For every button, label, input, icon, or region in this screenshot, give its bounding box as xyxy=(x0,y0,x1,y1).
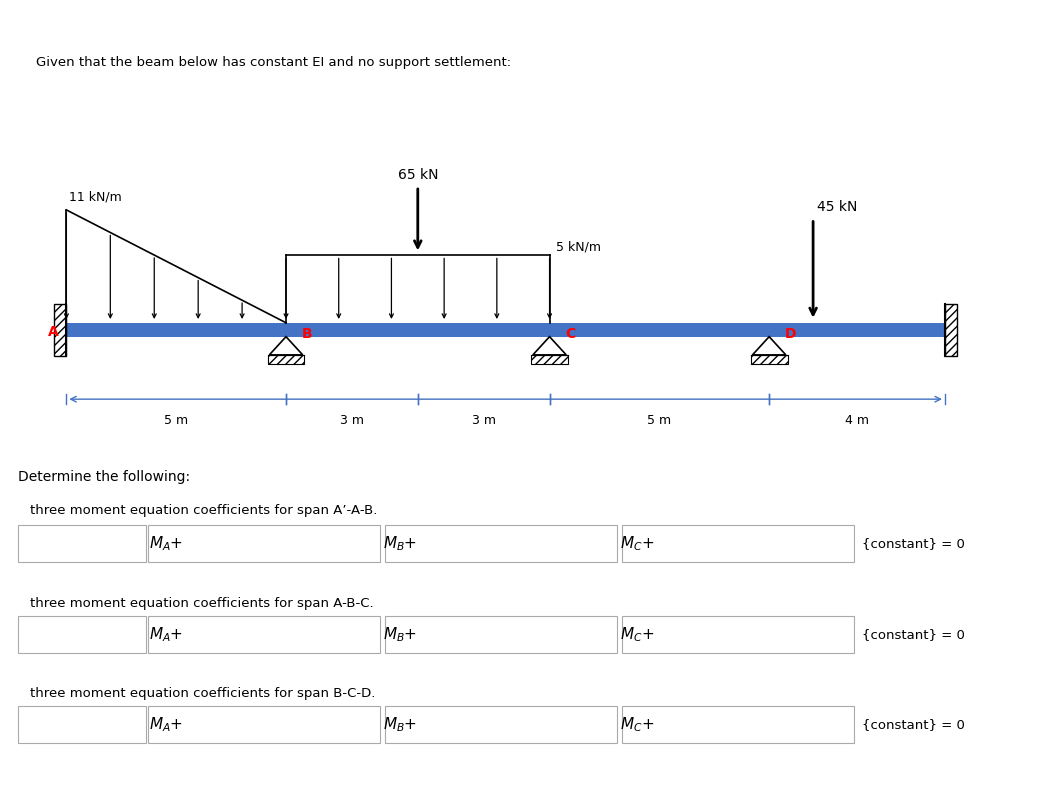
Bar xyxy=(18,525,146,561)
Bar xyxy=(268,355,304,365)
Polygon shape xyxy=(269,337,303,355)
Bar xyxy=(384,525,617,561)
Text: C: C xyxy=(565,327,575,341)
Text: $M_C$+: $M_C$+ xyxy=(620,534,654,553)
Bar xyxy=(148,525,380,561)
Bar xyxy=(148,706,380,743)
Text: $M_C$+: $M_C$+ xyxy=(620,715,654,734)
Text: 11 kN/m: 11 kN/m xyxy=(69,190,121,204)
Text: {constant} = 0: {constant} = 0 xyxy=(862,628,965,641)
Text: 5 m: 5 m xyxy=(165,415,189,427)
Text: $M_B$+: $M_B$+ xyxy=(383,534,417,553)
Bar xyxy=(18,615,146,653)
Polygon shape xyxy=(752,337,786,355)
Text: Given that the beam below has constant EI and no support settlement:: Given that the beam below has constant E… xyxy=(35,56,511,69)
Text: {constant} = 0: {constant} = 0 xyxy=(862,537,965,550)
Text: 5 kN/m: 5 kN/m xyxy=(556,240,601,253)
Bar xyxy=(67,323,945,337)
Bar xyxy=(384,615,617,653)
Bar xyxy=(54,304,67,356)
Text: $M_B$+: $M_B$+ xyxy=(383,715,417,734)
Text: 4 m: 4 m xyxy=(845,415,869,427)
Bar xyxy=(384,706,617,743)
Text: three moment equation coefficients for span A’-A-B.: three moment equation coefficients for s… xyxy=(30,504,377,517)
Text: 3 m: 3 m xyxy=(340,415,364,427)
Bar xyxy=(148,615,380,653)
Text: D: D xyxy=(785,327,796,341)
Bar xyxy=(750,355,788,365)
Text: three moment equation coefficients for span B-C-D.: three moment equation coefficients for s… xyxy=(30,688,375,700)
Text: B: B xyxy=(301,327,312,341)
Bar xyxy=(622,706,854,743)
Text: $M_A$+: $M_A$+ xyxy=(149,534,183,553)
Bar xyxy=(622,615,854,653)
Text: 45 kN: 45 kN xyxy=(818,201,858,214)
Text: $M_B$+: $M_B$+ xyxy=(383,625,417,644)
Text: $M_A$+: $M_A$+ xyxy=(149,625,183,644)
Text: 3 m: 3 m xyxy=(472,415,496,427)
Text: $M_A$+: $M_A$+ xyxy=(149,715,183,734)
Text: Determine the following:: Determine the following: xyxy=(18,469,190,484)
Polygon shape xyxy=(532,337,566,355)
Text: {constant} = 0: {constant} = 0 xyxy=(862,718,965,731)
Bar xyxy=(531,355,568,365)
Text: 5 m: 5 m xyxy=(647,415,671,427)
Text: A: A xyxy=(48,325,58,339)
Text: $M_C$+: $M_C$+ xyxy=(620,625,654,644)
Text: 65 kN: 65 kN xyxy=(398,167,438,182)
Bar xyxy=(945,304,958,356)
Text: three moment equation coefficients for span A-B-C.: three moment equation coefficients for s… xyxy=(30,597,374,610)
Bar xyxy=(622,525,854,561)
Bar xyxy=(18,706,146,743)
